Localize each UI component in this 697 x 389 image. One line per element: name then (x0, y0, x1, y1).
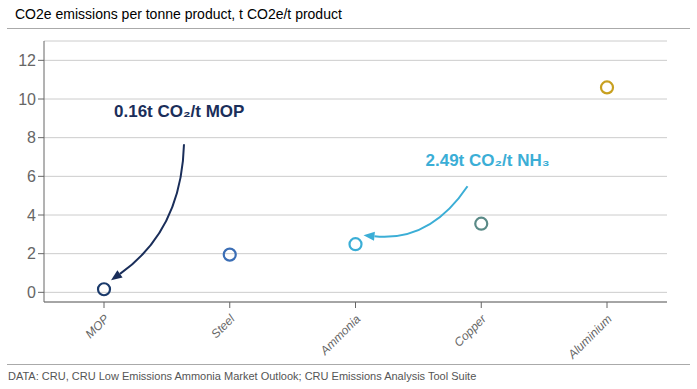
svg-text:0: 0 (27, 284, 36, 301)
svg-text:0.16t CO₂/t MOP: 0.16t CO₂/t MOP (114, 102, 244, 121)
svg-text:Ammonia: Ammonia (317, 312, 364, 359)
svg-text:4: 4 (27, 207, 36, 224)
svg-text:8: 8 (27, 129, 36, 146)
html-text:DATA: CRU, CRU Low Emissions A: DATA: CRU, CRU Low Emissions Ammonia Mar… (8, 370, 477, 382)
svg-text:6: 6 (27, 168, 36, 185)
svg-text:12: 12 (18, 52, 36, 69)
svg-text:Steel: Steel (208, 312, 237, 341)
svg-text:10: 10 (18, 91, 36, 108)
svg-text:Copper: Copper (451, 311, 489, 349)
svg-text:Aluminium: Aluminium (565, 312, 615, 362)
svg-text:2: 2 (27, 245, 36, 262)
svg-text:2.49t CO₂/t NH₃: 2.49t CO₂/t NH₃ (426, 151, 550, 170)
html-text:CO2e emissions per tonne produ: CO2e emissions per tonne product, t CO2e… (15, 6, 342, 22)
svg-text:MOP: MOP (83, 312, 112, 341)
